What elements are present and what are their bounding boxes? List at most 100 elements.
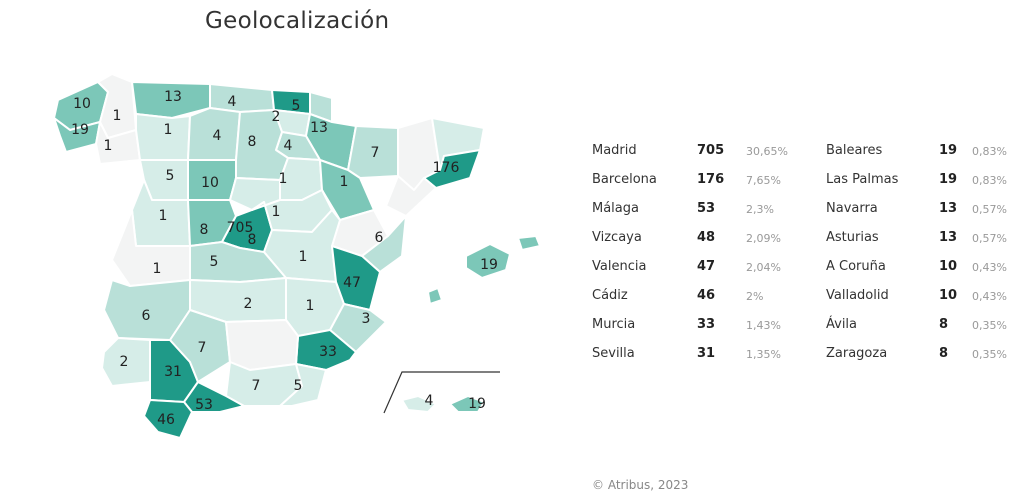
region-value-label: 1 [272,204,281,220]
region-baleares[interactable] [465,243,511,279]
region-value-label: 33 [319,344,337,360]
region-value-label: 4 [213,128,222,144]
province-percent: 0,35% [972,319,1007,332]
region-value-label: 705 [227,220,254,236]
province-count: 13 [939,230,958,245]
province-name: Navarra [826,201,878,216]
region-value-label: 8 [248,134,257,150]
region-value-label: 47 [343,275,361,291]
region-alicante[interactable] [329,303,387,353]
region-huesca[interactable] [347,125,399,179]
region-cantabria[interactable] [209,83,275,113]
province-count: 31 [697,346,716,361]
canary-inset-frame [383,371,500,414]
region-value-label: 7 [371,145,380,161]
province-count: 705 [697,143,725,158]
region-value-label: 1 [279,171,288,187]
region-value-label: 7 [198,340,207,356]
region-value-label: 5 [166,168,175,184]
province-count: 8 [939,317,949,332]
region-value-label: 1 [306,298,315,314]
province-count: 33 [697,317,716,332]
province-count: 46 [697,288,716,303]
province-count: 176 [697,172,725,187]
province-count: 13 [939,201,958,216]
region-value-label: 10 [73,96,91,112]
region-ibiza[interactable] [427,287,443,305]
province-name: Ávila [826,317,858,332]
region-value-label: 6 [142,308,151,324]
region-asturias[interactable] [131,81,211,119]
province-name: A Coruña [826,259,886,274]
region-value-label: 3 [362,311,371,327]
region-value-label: 10 [201,175,219,191]
province-percent: 30,65% [746,145,788,158]
region-cadiz[interactable] [143,399,193,439]
region-value-label: 176 [433,160,460,176]
province-name: Cádiz [592,288,628,303]
copyright-footer: © Atribus, 2023 [592,478,689,492]
province-count: 19 [939,143,958,158]
region-tarragona[interactable] [385,175,437,217]
province-name: Zaragoza [826,346,888,361]
province-percent: 0,43% [972,261,1007,274]
province-percent: 0,35% [972,348,1007,361]
region-value-label: 1 [159,208,168,224]
province-percent: 1,43% [746,319,781,332]
region-value-label: 1 [113,108,122,124]
region-value-label: 1 [104,138,113,154]
region-value-label: 2 [120,354,129,370]
province-name: Barcelona [592,172,657,187]
province-percent: 0,83% [972,174,1007,187]
region-value-label: 1 [299,249,308,265]
region-value-label: 2 [272,109,281,125]
province-count: 19 [939,172,958,187]
region-santa-cruz[interactable] [401,395,437,413]
province-name: Las Palmas [826,172,899,187]
region-value-label: 1 [340,174,349,190]
region-value-label: 4 [284,138,293,154]
region-value-label: 53 [195,397,213,413]
page-title: Geolocalización [205,8,390,34]
province-name: Málaga [592,201,639,216]
region-menorca[interactable] [517,235,541,251]
province-name: Baleares [826,143,883,158]
province-percent: 2% [746,290,764,303]
region-value-label: 19 [480,257,498,273]
province-percent: 0,43% [972,290,1007,303]
province-name: Sevilla [592,346,635,361]
region-value-label: 8 [248,232,257,248]
region-value-label: 4 [228,94,237,110]
region-las-palmas[interactable] [449,395,485,413]
province-percent: 7,65% [746,174,781,187]
region-value-label: 7 [252,378,261,394]
region-value-label: 31 [164,364,182,380]
region-jaen[interactable] [225,319,299,371]
province-count: 10 [939,288,958,303]
province-percent: 2,04% [746,261,781,274]
region-value-label: 1 [153,261,162,277]
region-value-label: 13 [164,89,182,105]
province-percent: 0,57% [972,232,1007,245]
region-value-label: 8 [200,222,209,238]
province-name: Vizcaya [592,230,642,245]
province-name: Valencia [592,259,647,274]
region-almeria[interactable] [279,363,327,407]
province-count: 8 [939,346,949,361]
province-name: Valladolid [826,288,889,303]
province-percent: 2,09% [746,232,781,245]
province-name: Murcia [592,317,636,332]
province-count: 53 [697,201,716,216]
region-value-label: 6 [375,230,384,246]
province-percent: 1,35% [746,348,781,361]
region-value-label: 46 [157,412,175,428]
region-value-label: 5 [292,98,301,114]
region-value-label: 2 [244,296,253,312]
province-count: 47 [697,259,716,274]
province-name: Madrid [592,143,637,158]
province-percent: 2,3% [746,203,774,216]
region-value-label: 4 [425,393,434,409]
province-count: 48 [697,230,716,245]
province-count: 10 [939,259,958,274]
